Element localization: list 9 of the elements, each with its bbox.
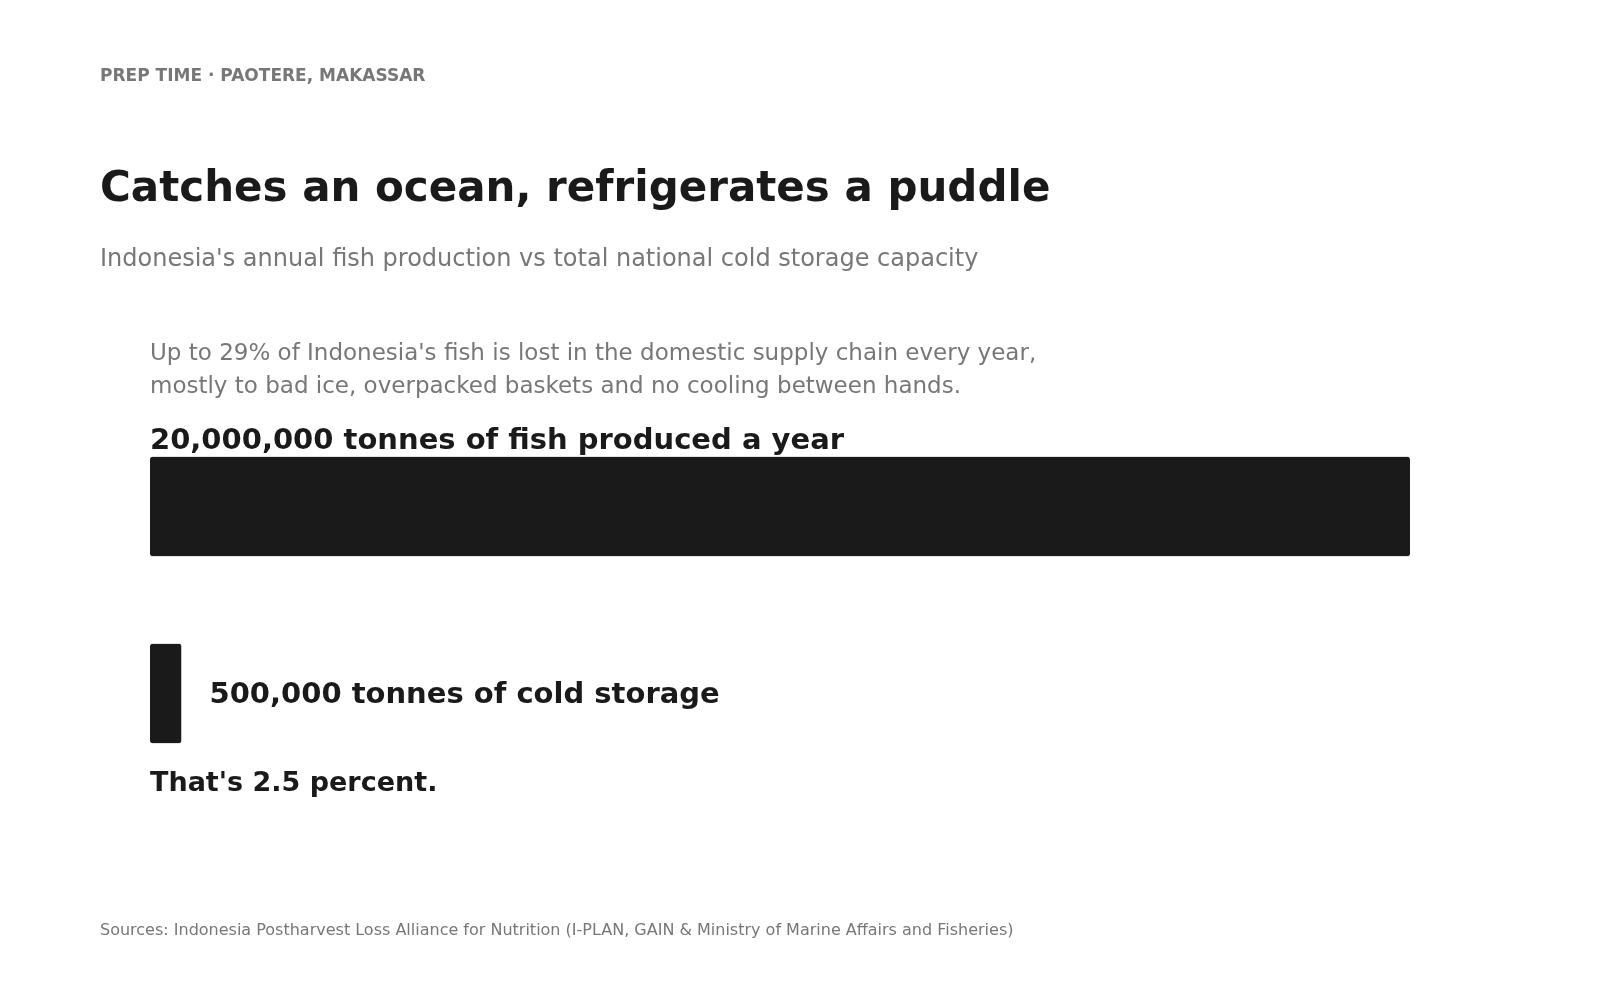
text: PREP TIME · PAOTERE, MAKASSAR	[100, 65, 426, 85]
text: Up to 29% of Indonesia's fish is lost in the domestic supply chain every year,	[150, 339, 1037, 365]
data-label: 500,000 tonnes of cold storage	[209, 675, 720, 710]
text: mostly to bad ice, overpacked baskets and no cooling between hands.	[150, 372, 961, 398]
annotation: That's 2.5 percent.	[150, 766, 438, 797]
source-note: Sources: Indonesia Postharvest Loss Alliance for Nutrition (I-PLAN, GAIN & Ministry of Marine Affairs and Fisheries)	[100, 920, 1014, 939]
chart-subtitle: Indonesia's annual fish production vs total national cold storage capacity	[100, 244, 979, 272]
data-label: 20,000,000 tonnes of fish produced a year	[150, 422, 845, 457]
chart-title: Catches an ocean, refrigerates a puddle	[100, 162, 1051, 211]
